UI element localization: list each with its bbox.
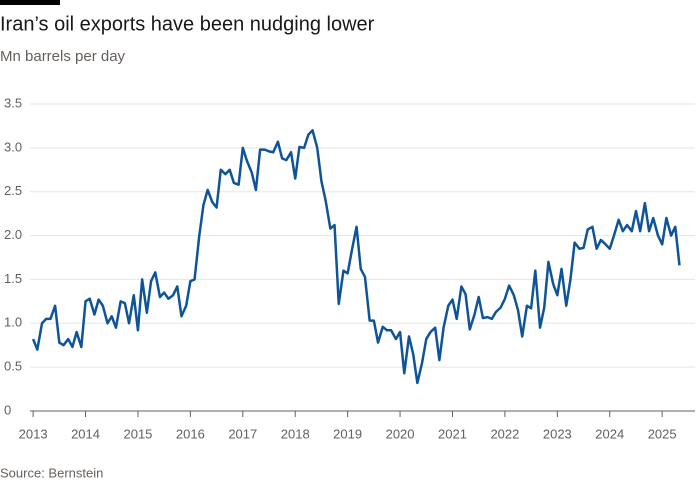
x-tick-label: 2015	[123, 426, 152, 441]
x-tick-label: 2022	[490, 426, 519, 441]
y-tick-label: 1.0	[4, 315, 22, 330]
chart-subtitle: Mn barrels per day	[0, 48, 126, 65]
data-line	[31, 129, 681, 385]
x-tick-label: 2018	[281, 426, 310, 441]
y-tick-label: 3.5	[4, 95, 22, 110]
x-tick-label: 2017	[228, 426, 257, 441]
x-tick-label: 2016	[176, 426, 205, 441]
x-tick-label: 2021	[438, 426, 467, 441]
x-tick-label: 2014	[71, 426, 100, 441]
x-tick-label: 2013	[19, 426, 48, 441]
x-tick-label: 2024	[595, 426, 624, 441]
y-tick-label: 3.0	[4, 139, 22, 154]
x-tick-label: 2023	[543, 426, 572, 441]
brand-bar	[0, 0, 60, 5]
y-tick-label: 2.0	[4, 227, 22, 242]
y-tick-label: 0	[4, 402, 11, 417]
y-tick-label: 2.5	[4, 183, 22, 198]
chart-title: Iran’s oil exports have been nudging low…	[0, 13, 375, 35]
y-tick-label: 0.5	[4, 359, 22, 374]
x-tick-label: 2019	[333, 426, 362, 441]
x-tick-label: 2020	[386, 426, 415, 441]
y-tick-label: 1.5	[4, 271, 22, 286]
source: Source: Bernstein	[0, 465, 103, 480]
x-tick-label: 2025	[648, 426, 677, 441]
